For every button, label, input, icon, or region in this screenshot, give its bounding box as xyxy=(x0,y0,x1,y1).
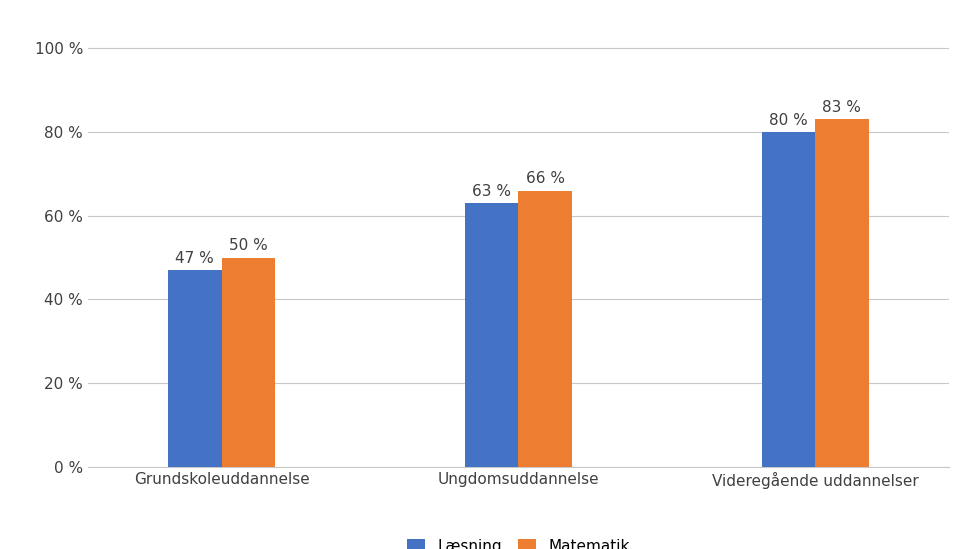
Bar xyxy=(518,191,572,467)
Legend: Læsning, Matematik: Læsning, Matematik xyxy=(399,531,637,549)
Text: 66 %: 66 % xyxy=(525,171,564,187)
Bar xyxy=(168,270,222,467)
Bar xyxy=(761,132,814,467)
Text: 50 %: 50 % xyxy=(229,238,268,253)
Bar xyxy=(222,257,275,467)
Bar xyxy=(814,120,868,467)
Text: 80 %: 80 % xyxy=(768,113,807,128)
Text: 63 %: 63 % xyxy=(472,184,511,199)
Text: 47 %: 47 % xyxy=(175,251,214,266)
Bar xyxy=(464,203,518,467)
Text: 83 %: 83 % xyxy=(822,100,861,115)
